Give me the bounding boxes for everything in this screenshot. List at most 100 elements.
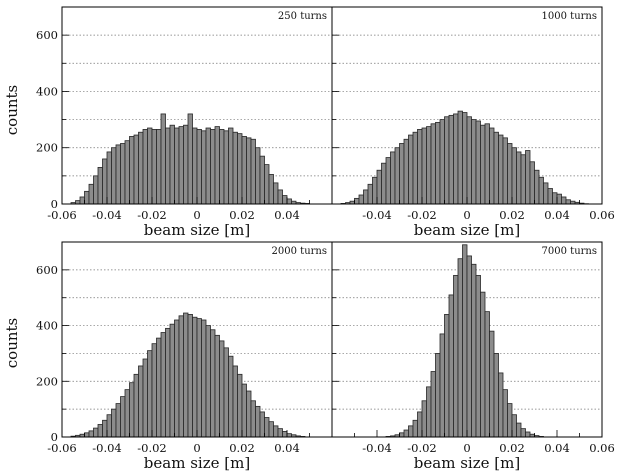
x-tick-label: 0.04 — [274, 441, 300, 455]
chart-panel-1: -0.06 -0.04 -0.02 0 0.02 0.04 0 200 400 600 beam s… — [36, 6, 333, 239]
histogram-bar — [138, 365, 144, 438]
x-tick-label: -0.04 — [362, 208, 392, 222]
histogram-bar — [354, 197, 360, 205]
y-tick-label: 400 — [36, 319, 58, 333]
histogram-bar — [111, 147, 117, 205]
histogram-bar — [390, 151, 396, 205]
histogram-bar — [462, 244, 468, 438]
x-tick-label: 0.04 — [544, 208, 570, 222]
histogram-bar — [205, 127, 211, 205]
y-tick-label: 0 — [51, 197, 58, 211]
histogram-bar — [385, 157, 391, 205]
histogram-bar — [484, 311, 490, 438]
histogram-bar — [192, 127, 198, 205]
histogram-bar — [165, 327, 171, 438]
x-tick-label: 0.04 — [274, 208, 300, 222]
x-axis-label: beam size [m] — [144, 221, 250, 239]
histogram-bar — [214, 126, 220, 205]
histogram-bar — [174, 319, 180, 438]
histogram-bar — [210, 329, 216, 438]
histogram-bar — [426, 386, 432, 438]
histogram-bar — [408, 425, 414, 438]
histogram-bar — [453, 275, 459, 438]
histogram-bar — [426, 126, 432, 205]
histogram-bar — [228, 355, 234, 438]
histogram-bar — [106, 151, 112, 205]
histogram-bar — [502, 137, 508, 205]
histogram-bar — [489, 127, 495, 205]
histogram-bar — [507, 143, 513, 205]
x-tick-label: 0 — [193, 441, 200, 455]
histogram-bar — [534, 169, 540, 205]
histogram-bar — [489, 330, 495, 438]
x-axis-label: beam size [m] — [414, 454, 520, 472]
histogram-bar — [435, 121, 441, 205]
histogram-bar — [529, 161, 535, 205]
histogram-bar — [255, 147, 261, 205]
histogram-bar — [151, 343, 157, 438]
y-tick-label: 200 — [36, 141, 58, 155]
histogram-bar — [84, 432, 90, 438]
histogram-bar — [120, 143, 126, 205]
histogram-bar — [268, 174, 274, 205]
histogram-bar — [525, 431, 531, 438]
histogram-bar — [498, 372, 504, 438]
histogram-bar — [561, 196, 567, 205]
x-tick-label: -0.04 — [362, 441, 392, 455]
histogram-bar — [471, 263, 477, 438]
x-tick-label: -0.02 — [407, 441, 437, 455]
histogram-bar — [151, 129, 157, 205]
histogram-bar — [232, 131, 238, 205]
histogram-bar — [277, 189, 283, 205]
histogram-bar — [232, 365, 238, 438]
chart-panel-4: -0.04 -0.02 0 0.02 0.04 0.06 beam size [m] 7000… — [331, 241, 615, 472]
histogram-bar — [124, 389, 130, 438]
histogram-bar — [183, 124, 189, 205]
histogram-bar — [430, 123, 436, 205]
x-tick-label: -0.04 — [92, 208, 122, 222]
histogram-bar — [282, 195, 288, 205]
histogram-bar — [129, 136, 135, 205]
histogram-bar — [403, 429, 409, 438]
histogram-bar — [192, 316, 198, 438]
histogram-bar — [88, 183, 94, 205]
histogram-bar — [444, 314, 450, 438]
histogram-bar — [556, 193, 562, 205]
histogram-bar — [286, 433, 292, 438]
panels-group: -0.06 -0.04 -0.02 0 0.02 0.04 0 200 400 600 beam s… — [36, 6, 615, 472]
histogram-bar — [421, 127, 427, 205]
histogram-bar — [417, 129, 423, 205]
histogram-bar — [183, 312, 189, 438]
histogram-bar — [471, 119, 477, 205]
histogram-bar — [412, 419, 418, 438]
y-tick-label: 0 — [51, 430, 58, 444]
histogram-bar — [156, 337, 162, 438]
histogram-bar — [246, 390, 252, 438]
x-tick-label: 0.02 — [229, 441, 255, 455]
histogram-bar — [264, 417, 270, 438]
histogram-bar — [268, 421, 274, 438]
histogram-bar — [178, 315, 184, 438]
x-tick-label: -0.02 — [137, 441, 167, 455]
y-tick-label: 200 — [36, 374, 58, 388]
histogram-bar — [367, 183, 373, 205]
histogram-bar — [372, 176, 378, 205]
histogram-bar — [223, 347, 229, 438]
histogram-bar — [97, 424, 103, 438]
histogram-bar — [381, 162, 387, 205]
histogram-bar — [115, 403, 121, 438]
histogram-bar — [201, 130, 207, 205]
histogram-bar — [421, 400, 427, 438]
histogram-bar — [502, 389, 508, 438]
chart-panel-2: -0.04 -0.02 0 0.02 0.04 0.06 beam size [m] 1000… — [331, 6, 615, 239]
histogram-bar — [169, 124, 175, 205]
y-tick-label: 400 — [36, 84, 58, 98]
histogram-bar — [259, 411, 265, 438]
panel-title: 1000 turns — [542, 11, 597, 22]
histogram-bar — [511, 414, 517, 438]
histogram-bar — [399, 432, 405, 438]
histogram-bar — [142, 129, 148, 205]
x-tick-label: -0.02 — [407, 208, 437, 222]
histogram-bar — [165, 127, 171, 205]
